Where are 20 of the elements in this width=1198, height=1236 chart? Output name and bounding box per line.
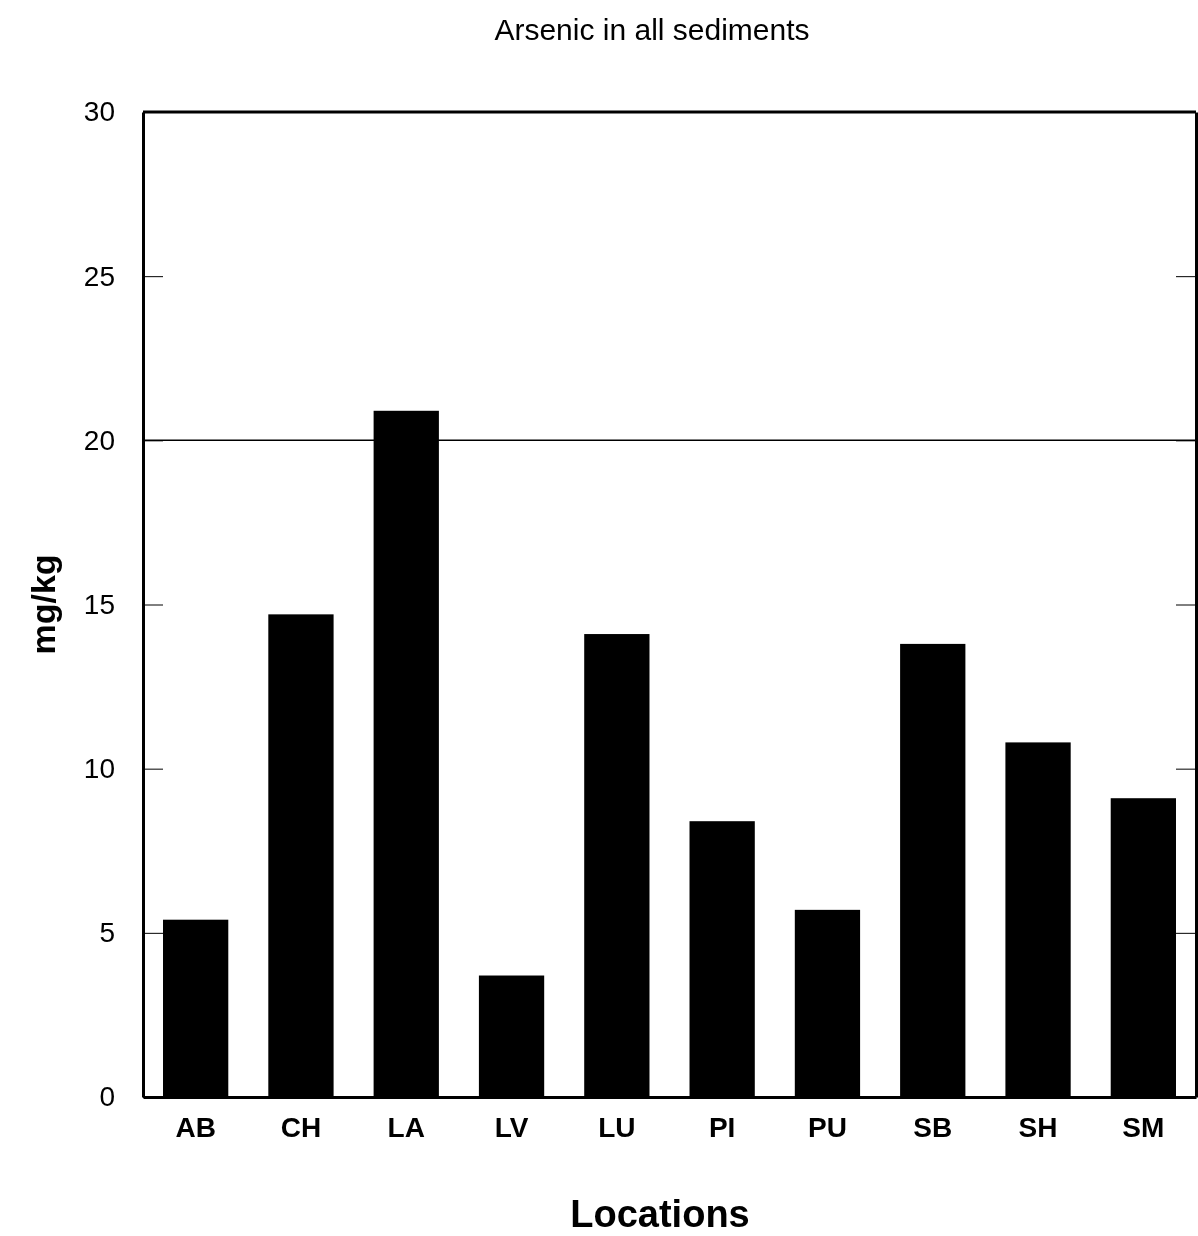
x-tick-label: PI (708, 1111, 736, 1143)
x-tick-label: LV (494, 1111, 529, 1143)
x-tick-label: CH (280, 1111, 322, 1143)
x-axis-title: Locations (570, 1193, 750, 1235)
y-tick-label: 5 (99, 917, 115, 949)
x-tick-label: SH (1018, 1111, 1058, 1143)
x-tick-label: PU (808, 1111, 847, 1143)
x-tick-label: AB (175, 1111, 216, 1143)
y-tick-label: 15 (83, 588, 115, 620)
y-tick-label: 20 (83, 424, 115, 456)
x-tick-label: LU (598, 1111, 636, 1143)
y-axis-title: mg/kg (24, 554, 62, 655)
y-tick-label: 0 (99, 1081, 115, 1113)
y-tick-label: 25 (83, 260, 115, 292)
chart-title: Arsenic in all sediments (494, 13, 810, 46)
y-tick-label: 30 (83, 96, 115, 128)
x-tick-label: LA (387, 1111, 425, 1143)
x-tick-label: SM (1122, 1111, 1165, 1143)
y-tick-label: 10 (83, 753, 115, 785)
x-tick-label: SB (913, 1111, 953, 1143)
